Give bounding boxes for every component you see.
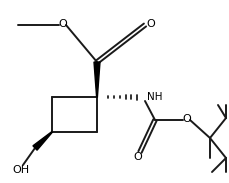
Text: O: O (182, 114, 191, 124)
Polygon shape (33, 132, 52, 150)
Text: O: O (58, 19, 67, 29)
Text: OH: OH (12, 165, 30, 175)
Text: NH: NH (146, 92, 162, 102)
Text: O: O (146, 19, 155, 29)
Text: O: O (133, 152, 142, 162)
Polygon shape (94, 62, 100, 97)
